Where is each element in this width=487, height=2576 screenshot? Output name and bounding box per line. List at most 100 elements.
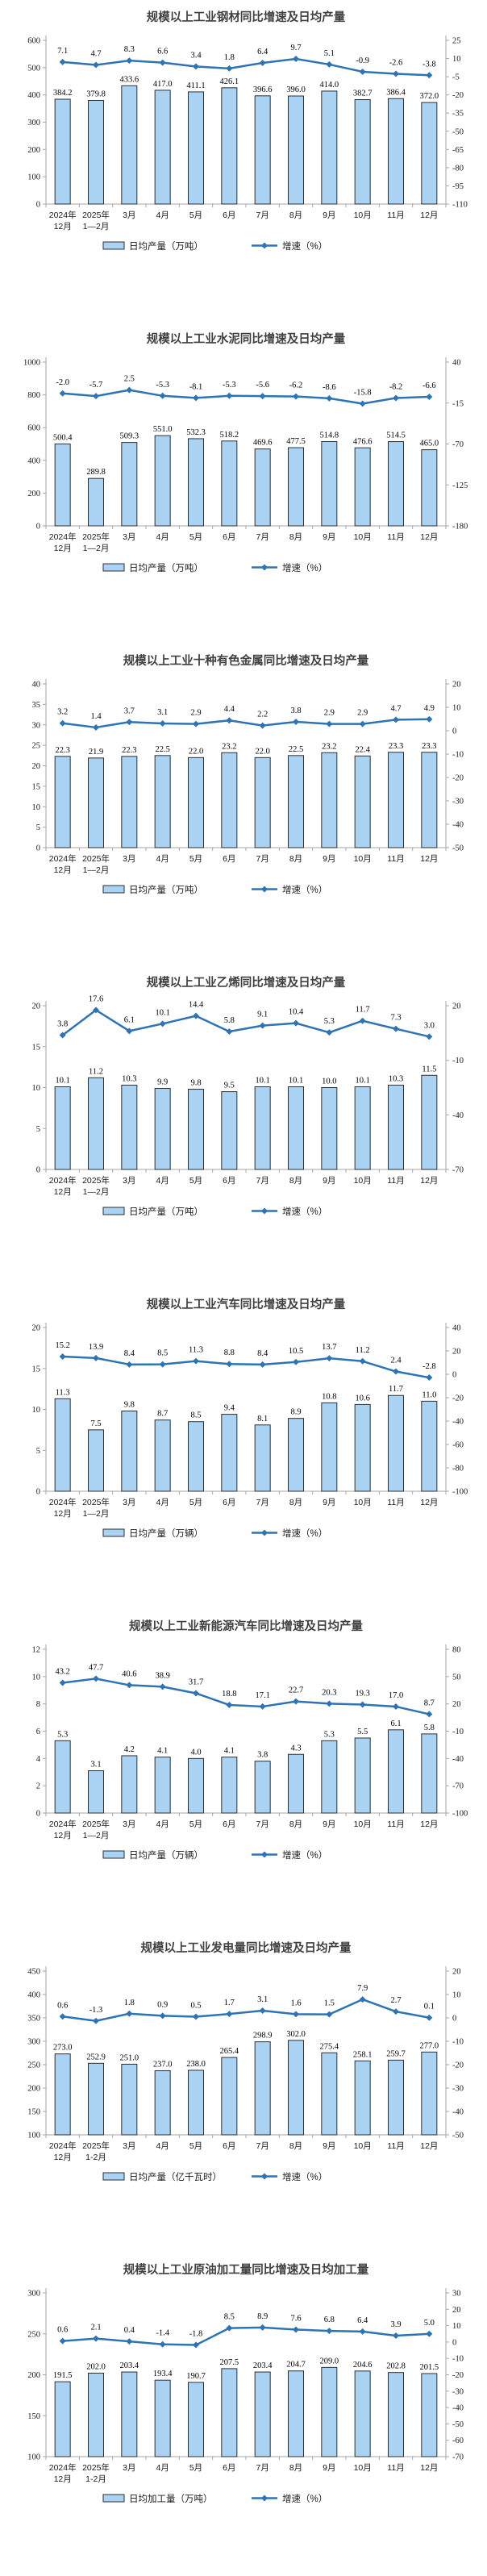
x-axis-category-label: 2024年 12月 (49, 1819, 77, 1840)
bar-value-label: 22.3 (55, 746, 69, 755)
bar (388, 1084, 404, 1170)
bar (421, 752, 438, 848)
bar (321, 1402, 338, 1492)
bar (254, 1761, 271, 1814)
bar (54, 2053, 71, 2136)
line-marker (126, 1361, 133, 1368)
right-axis-tick-label: -40 (452, 821, 464, 830)
x-axis-category-label: 6月 (223, 1498, 235, 1507)
line-value-label: -5.3 (156, 381, 169, 390)
bar-value-label: 476.6 (353, 437, 373, 446)
line-marker (293, 2011, 299, 2018)
line-marker (193, 1012, 199, 1019)
nonferrous-metals-chart: 规模以上工业十种有色金属同比增速及日均产量 40 35 30 25 20 15 10 5 0 20 1… (0, 644, 487, 965)
bar (354, 447, 371, 527)
line-marker (159, 2012, 166, 2020)
bar-value-label: 203.4 (253, 2361, 273, 2370)
line-value-label: -6.2 (289, 381, 303, 390)
left-axis-tick-label: 15 (32, 1043, 41, 1052)
line-marker (59, 1679, 66, 1686)
bar (154, 1757, 171, 1814)
bar-value-label: 10.3 (122, 1074, 136, 1083)
x-axis-category-label: 9月 (323, 210, 335, 220)
x-axis-category-label: 5月 (189, 2463, 202, 2473)
bar-value-label: 277.0 (420, 2041, 439, 2050)
bar (421, 2051, 438, 2136)
x-axis-category-label: 6月 (223, 854, 235, 864)
line-value-label: 8.3 (124, 45, 135, 54)
line-value-label: 3.0 (424, 1021, 435, 1030)
line-value-label: 6.4 (357, 2316, 368, 2325)
x-axis-category-label: 8月 (289, 2463, 302, 2473)
line-marker (59, 719, 66, 727)
left-axis-tick-label: 10 (32, 1406, 41, 1415)
line-value-label: 43.2 (55, 1668, 69, 1677)
line-marker (393, 716, 399, 723)
line-value-label: 5.1 (324, 49, 335, 58)
bar (121, 85, 138, 205)
cement-chart: 规模以上工业水泥同比增速及日均产量 1000 800 600 400 200 0 40 -15 -… (0, 322, 487, 644)
bar (121, 756, 138, 848)
bar (154, 435, 171, 527)
left-axis-tick-label: 5 (36, 1125, 40, 1134)
line-marker (226, 2011, 233, 2018)
line-value-label: 1.5 (324, 1999, 335, 2008)
line-marker (159, 1683, 166, 1690)
x-axis-category-label: 8月 (289, 532, 302, 542)
x-axis-category-label: 11月 (387, 2463, 404, 2473)
bar-value-label: 9.4 (224, 1404, 235, 1413)
line-value-label: 0.6 (57, 2326, 68, 2335)
line-value-label: -0.9 (356, 56, 369, 65)
line-marker (393, 70, 399, 77)
legend-line-label: 增速（%） (282, 884, 327, 895)
right-axis-tick-label: -50 (452, 127, 464, 136)
right-axis-tick-label: -70 (452, 2453, 464, 2462)
line-value-label: 13.9 (89, 1343, 103, 1352)
right-axis-tick-label: -20 (452, 1394, 464, 1403)
left-axis-tick-label: 35 (32, 701, 41, 710)
left-axis-tick-label: 400 (27, 1991, 40, 2000)
left-axis-tick-label: 350 (27, 2015, 40, 2024)
line-marker (126, 1682, 133, 1689)
bar-value-label: 469.6 (253, 439, 273, 448)
right-axis-tick-label: 20 (452, 1968, 461, 1977)
bar-value-label: 201.5 (420, 2363, 439, 2372)
bar (254, 1424, 271, 1492)
bar-value-label: 386.4 (386, 88, 406, 97)
line-value-label: -1.8 (189, 2330, 203, 2339)
right-axis-tick-label: -65 (452, 146, 464, 155)
x-axis-category-label: 7月 (256, 210, 268, 220)
right-axis-tick-label: -5 (452, 73, 460, 82)
right-axis-tick-label: -10 (452, 1057, 464, 1065)
line-marker (326, 1700, 333, 1707)
x-axis-category-label: 4月 (156, 854, 169, 864)
bar (221, 1414, 238, 1492)
left-axis-tick-label: 8 (36, 1700, 40, 1709)
left-axis-tick-label: 15 (32, 1365, 41, 1373)
left-axis-tick-label: 0 (36, 523, 40, 531)
ethylene-chart: 规模以上工业乙烯同比增速及日均产量 20 15 10 5 0 20 -10 -40 -70 10.1… (0, 965, 487, 1287)
line-marker (426, 715, 433, 723)
line-marker (226, 2324, 233, 2332)
x-axis-category-label: 2025年 1—2月 (82, 1819, 110, 1840)
bar-value-label: 10.1 (355, 1076, 369, 1085)
bar-value-label: 265.4 (220, 2047, 239, 2056)
line-value-label: 8.4 (124, 1349, 135, 1358)
bar (354, 1086, 371, 1170)
x-axis-category-label: 4月 (156, 2463, 169, 2473)
left-axis-tick-label: 6 (36, 1728, 40, 1736)
line-value-label: -5.7 (89, 381, 103, 390)
line-value-label: 0.4 (124, 2326, 135, 2335)
line-marker (59, 1032, 66, 1039)
bar-value-label: 4.1 (157, 1747, 168, 1756)
line-marker (226, 392, 233, 399)
bar-value-label: 372.0 (420, 92, 439, 101)
right-axis-tick-label: -100 (452, 1488, 468, 1497)
bar (88, 1429, 104, 1492)
line-value-label: 8.5 (157, 1349, 168, 1358)
line-marker (359, 720, 366, 727)
growth-line (61, 718, 431, 729)
x-axis-category-label: 12月 (420, 2463, 438, 2473)
x-axis-category-label: 9月 (323, 532, 335, 542)
